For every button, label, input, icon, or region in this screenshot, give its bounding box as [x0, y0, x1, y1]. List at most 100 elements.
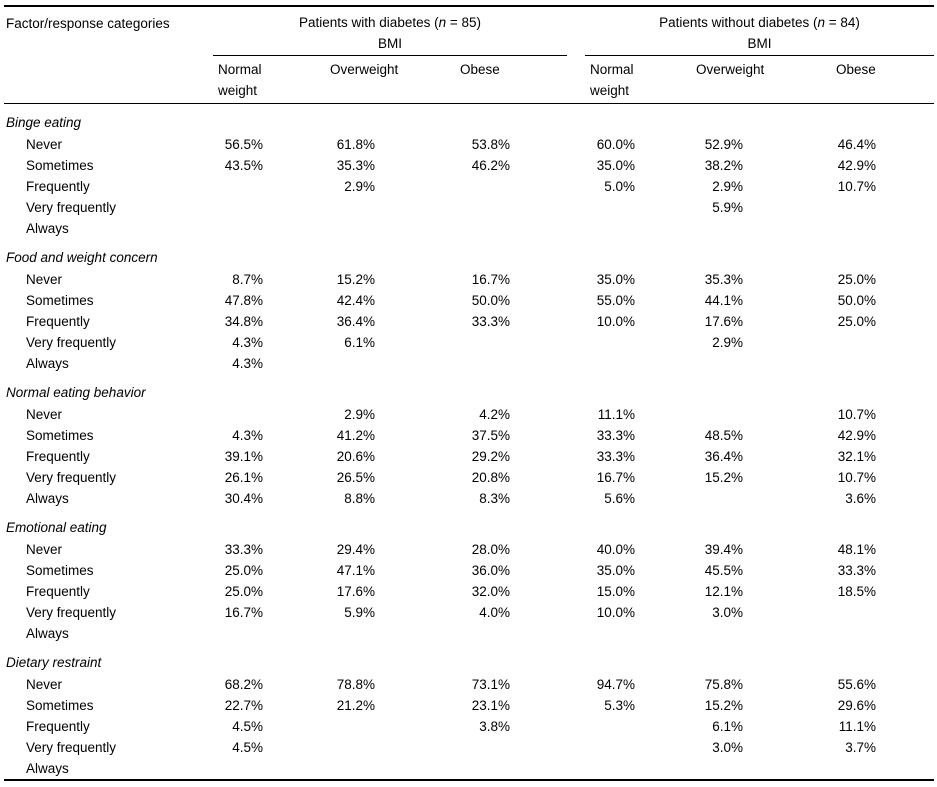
- column-gap: [567, 55, 586, 104]
- value-cell: 36.0%: [455, 560, 567, 581]
- value-cell: 32.0%: [455, 581, 567, 602]
- group-header-diabetes: Patients with diabetes (n = 85): [213, 6, 567, 33]
- value-cell: 3.6%: [831, 488, 934, 509]
- value-cell: 45.5%: [691, 560, 831, 581]
- value-cell: 46.2%: [455, 155, 567, 176]
- value-cell: 43.5%: [213, 155, 325, 176]
- data-row: Frequently 4.5% 3.8% 6.1% 11.1%: [4, 716, 934, 737]
- value-cell: 37.5%: [455, 425, 567, 446]
- data-row: Sometimes 47.8% 42.4% 50.0% 55.0% 44.1% 50.0%: [4, 290, 934, 311]
- percentage-value: 8.7%: [232, 272, 263, 287]
- percentage-value: 2.9%: [344, 179, 375, 194]
- value-cell: [691, 623, 831, 644]
- value-cell: 68.2%: [213, 674, 325, 695]
- group-title-text: Patients with diabetes (: [299, 15, 439, 30]
- value-cell: 5.6%: [585, 488, 691, 509]
- percentage-value: 55.0%: [596, 293, 636, 308]
- value-cell: 11.1%: [831, 716, 934, 737]
- value-cell: [325, 218, 455, 239]
- value-cell: 42.4%: [325, 290, 455, 311]
- percentage-value: 42.9%: [837, 158, 877, 173]
- value-cell: 2.9%: [691, 176, 831, 197]
- section-label: Food and weight concern: [6, 250, 158, 265]
- value-cell: 39.1%: [213, 446, 325, 467]
- percentage-value: 10.7%: [837, 470, 877, 485]
- value-cell: [455, 197, 567, 218]
- value-cell: 56.5%: [213, 134, 325, 155]
- data-row: Always: [4, 758, 934, 780]
- percentage-value: 36.4%: [336, 314, 375, 329]
- percentage-value: 15.2%: [704, 470, 744, 485]
- percentage-value: 25.0%: [224, 584, 263, 599]
- value-cell: 25.0%: [831, 311, 934, 332]
- data-row: Very frequently 16.7% 5.9% 4.0% 10.0% 3.0%: [4, 602, 934, 623]
- value-cell: 2.9%: [325, 404, 455, 425]
- percentage-value: 6.1%: [344, 335, 375, 350]
- percentage-value: 42.9%: [837, 428, 877, 443]
- value-cell: [213, 197, 325, 218]
- value-cell: 78.8%: [325, 674, 455, 695]
- group-title-row: Factor/response categories Patients with…: [4, 6, 934, 104]
- column-header-row: Normal weight Overweight Obese Normal we…: [4, 55, 935, 104]
- value-cell: 36.4%: [325, 311, 455, 332]
- value-cell: 4.3%: [213, 425, 325, 446]
- percentage-value: 4.0%: [479, 605, 510, 620]
- value-cell: [585, 737, 691, 758]
- value-cell: 48.5%: [691, 425, 831, 446]
- percentage-value: 21.2%: [336, 698, 375, 713]
- value-cell: 29.2%: [455, 446, 567, 467]
- value-cell: 36.4%: [691, 446, 831, 467]
- response-label: Always: [26, 221, 69, 236]
- percentage-value: 4.3%: [232, 428, 263, 443]
- percentage-value: 47.1%: [336, 563, 375, 578]
- percentage-value: 23.1%: [471, 698, 510, 713]
- value-cell: 5.3%: [585, 695, 691, 716]
- value-cell: 4.2%: [455, 404, 567, 425]
- value-cell: 10.7%: [831, 467, 934, 488]
- value-cell: [213, 758, 325, 780]
- value-cell: 42.9%: [831, 425, 934, 446]
- percentage-value: 10.7%: [837, 407, 877, 422]
- value-cell: 35.0%: [585, 269, 691, 290]
- col-header-label: Overweight: [330, 62, 399, 77]
- value-cell: 32.1%: [831, 446, 934, 467]
- column-gap: [567, 602, 585, 623]
- value-cell: 26.1%: [213, 467, 325, 488]
- value-cell: 8.3%: [455, 488, 567, 509]
- percentage-value: 8.3%: [479, 491, 510, 506]
- data-row: Frequently 2.9% 5.0% 2.9% 10.7%: [4, 176, 934, 197]
- percentage-value: 44.1%: [704, 293, 744, 308]
- data-row: Frequently 25.0% 17.6% 32.0% 15.0% 12.1% 18.5%: [4, 581, 934, 602]
- percentage-value: 3.6%: [845, 491, 877, 506]
- response-label: Very frequently: [26, 470, 117, 485]
- percentage-value: 12.1%: [704, 584, 744, 599]
- value-cell: 73.1%: [455, 674, 567, 695]
- value-cell: 25.0%: [831, 269, 934, 290]
- value-cell: [325, 758, 455, 780]
- percentage-value: 4.5%: [232, 719, 263, 734]
- percentage-value: 11.1%: [838, 719, 877, 734]
- percentage-value: 52.9%: [704, 137, 744, 152]
- column-gap: [567, 539, 585, 560]
- percentage-value: 4.3%: [232, 335, 263, 350]
- percentage-value: 32.1%: [837, 449, 877, 464]
- section-header-row: Food and weight concern: [4, 239, 934, 269]
- data-row: Always: [4, 218, 934, 239]
- value-cell: 15.0%: [585, 581, 691, 602]
- value-cell: [585, 332, 691, 353]
- column-gap: [567, 155, 585, 176]
- percentage-value: 41.2%: [336, 428, 375, 443]
- col-header-d-normal-weight: Normal weight: [213, 55, 325, 104]
- value-cell: [585, 623, 691, 644]
- column-gap: [567, 404, 585, 425]
- column-gap: [567, 695, 585, 716]
- col-header-nd-normal-weight: Normal weight: [585, 55, 692, 104]
- col-header-d-obese: Obese: [455, 55, 568, 104]
- value-cell: [691, 488, 831, 509]
- section-header-row: Dietary restraint: [4, 644, 934, 674]
- col-header-nd-obese: Obese: [831, 55, 935, 104]
- percentage-value: 10.0%: [596, 605, 636, 620]
- data-row: Never 8.7% 15.2% 16.7% 35.0% 35.3% 25.0%: [4, 269, 934, 290]
- value-cell: 23.1%: [455, 695, 567, 716]
- value-cell: 55.0%: [585, 290, 691, 311]
